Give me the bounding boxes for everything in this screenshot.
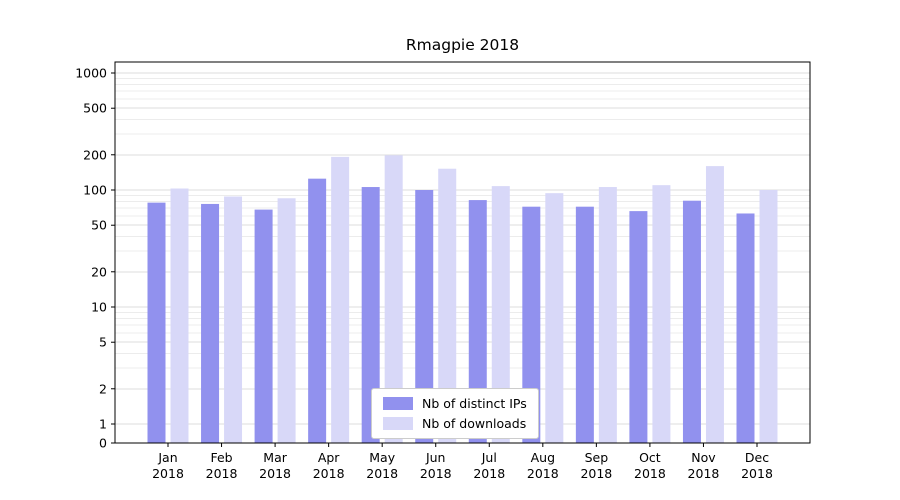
bar-downloads bbox=[331, 156, 350, 443]
bar-downloads bbox=[170, 188, 189, 443]
plot-border bbox=[114, 61, 811, 444]
x-tick-label: Apr 2018 bbox=[313, 450, 345, 481]
x-tick-label: Aug 2018 bbox=[527, 450, 559, 481]
x-tick-label: Jan 2018 bbox=[152, 450, 184, 481]
bar-downloads bbox=[491, 186, 510, 443]
y-tick-label: 1000 bbox=[75, 66, 107, 81]
legend-item-distinct-ips: Nb of distinct IPs bbox=[383, 396, 527, 411]
bar-distinct-ips bbox=[254, 209, 273, 443]
bar-distinct-ips bbox=[308, 178, 327, 443]
bar-downloads bbox=[438, 168, 457, 443]
bar-distinct-ips bbox=[147, 202, 166, 443]
legend-swatch-downloads bbox=[383, 417, 413, 430]
y-tick-label: 0 bbox=[99, 436, 107, 451]
y-tick-label: 20 bbox=[91, 264, 107, 279]
y-tick-label: 500 bbox=[83, 101, 107, 116]
x-tick-label: Feb 2018 bbox=[206, 450, 238, 481]
legend-label-distinct-ips: Nb of distinct IPs bbox=[422, 396, 527, 411]
x-tick-label: Dec 2018 bbox=[741, 450, 773, 481]
bar-distinct-ips bbox=[629, 211, 648, 443]
bar-downloads bbox=[224, 196, 243, 443]
legend-label-downloads: Nb of downloads bbox=[422, 416, 527, 431]
x-tick-label: Mar 2018 bbox=[259, 450, 291, 481]
bar-downloads bbox=[705, 166, 724, 443]
x-tick-label: Sep 2018 bbox=[580, 450, 612, 481]
y-tick-label: 1 bbox=[99, 417, 107, 432]
legend-item-downloads: Nb of downloads bbox=[383, 416, 527, 431]
y-tick-label: 200 bbox=[83, 147, 107, 162]
x-tick-label: May 2018 bbox=[366, 450, 398, 481]
legend-swatch-distinct-ips bbox=[383, 397, 413, 410]
bar-distinct-ips bbox=[468, 200, 487, 443]
y-tick-label: 5 bbox=[99, 335, 107, 350]
x-tick-label: Oct 2018 bbox=[634, 450, 666, 481]
y-tick-label: 100 bbox=[83, 183, 107, 198]
bar-downloads bbox=[759, 190, 778, 443]
bar-distinct-ips bbox=[361, 187, 380, 443]
chart-title: Rmagpie 2018 bbox=[405, 36, 520, 54]
bar-distinct-ips bbox=[522, 206, 541, 443]
bar-distinct-ips bbox=[682, 200, 701, 443]
x-tick-label: Jul 2018 bbox=[473, 450, 505, 481]
bar-distinct-ips bbox=[415, 190, 434, 443]
bar-distinct-ips bbox=[736, 213, 755, 443]
bar-downloads bbox=[545, 193, 564, 443]
x-tick-label: Jun 2018 bbox=[420, 450, 452, 481]
x-tick-label: Nov 2018 bbox=[688, 450, 720, 481]
y-tick-label: 2 bbox=[99, 381, 107, 396]
bar-downloads bbox=[598, 187, 617, 443]
bar-downloads bbox=[384, 155, 403, 444]
bar-distinct-ips bbox=[575, 206, 594, 443]
bar-downloads bbox=[277, 198, 296, 443]
chart-legend: Nb of distinct IPs Nb of downloads bbox=[371, 388, 539, 439]
bar-distinct-ips bbox=[201, 203, 220, 443]
y-tick-label: 10 bbox=[91, 300, 107, 315]
bar-downloads bbox=[652, 185, 671, 444]
y-tick-label: 50 bbox=[91, 218, 107, 233]
